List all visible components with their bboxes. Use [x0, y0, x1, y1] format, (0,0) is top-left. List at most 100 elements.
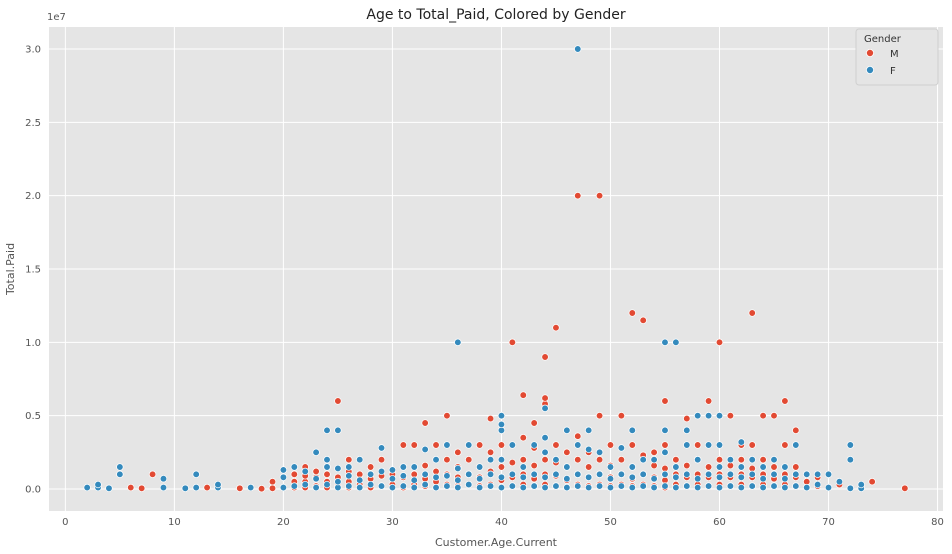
data-point-f — [421, 470, 429, 478]
data-point-m — [661, 441, 669, 449]
data-point-f — [356, 476, 364, 484]
data-point-f — [312, 475, 320, 483]
data-point-f — [813, 470, 822, 478]
data-point-m — [421, 461, 429, 470]
data-point-f — [552, 482, 560, 490]
x-axis-ticks: 0 10 20 30 40 50 60 70 80 — [62, 517, 944, 528]
data-point-f — [672, 483, 680, 492]
data-point-m — [312, 467, 320, 476]
x-tick-label: 30 — [386, 517, 399, 528]
data-point-m — [606, 441, 615, 449]
data-point-m — [737, 456, 745, 464]
y-axis-ticks: 0.0 0.5 1.0 1.5 2.0 2.5 3.0 — [25, 45, 41, 496]
data-point-f — [792, 482, 800, 490]
data-point-f — [595, 482, 604, 490]
data-point-m — [683, 461, 691, 470]
data-point-f — [465, 470, 473, 478]
data-point-m — [345, 456, 353, 464]
data-point-f — [279, 483, 288, 492]
data-point-m — [792, 463, 800, 471]
data-point-f — [563, 483, 571, 492]
data-point-f — [563, 475, 571, 483]
y-tick-label: 0.0 — [25, 485, 41, 496]
data-point-m — [574, 456, 582, 464]
data-point-f — [781, 463, 789, 471]
data-point-f — [508, 441, 517, 449]
data-point-f — [192, 483, 200, 492]
data-point-m — [715, 456, 724, 464]
data-point-f — [214, 480, 222, 489]
data-point-f — [824, 470, 833, 478]
data-point-f — [650, 475, 658, 483]
data-point-f — [345, 472, 353, 480]
data-point-f — [421, 445, 429, 454]
legend-label-f: F — [890, 66, 896, 77]
data-point-m — [268, 478, 277, 486]
data-point-m — [628, 441, 636, 449]
data-point-f — [345, 463, 353, 471]
data-point-m — [595, 412, 604, 420]
data-point-f — [846, 456, 854, 464]
data-point-f — [650, 483, 658, 492]
data-point-f — [454, 338, 462, 346]
data-point-f — [519, 483, 527, 492]
data-point-f — [617, 482, 626, 490]
x-tick-label: 80 — [931, 517, 944, 528]
data-point-f — [813, 480, 822, 489]
data-point-f — [541, 448, 549, 456]
data-point-f — [159, 483, 168, 492]
data-point-f — [595, 470, 604, 478]
data-point-m — [519, 391, 527, 399]
data-point-f — [748, 470, 756, 478]
y-tick-label: 3.0 — [25, 45, 41, 56]
data-point-f — [497, 473, 506, 481]
data-point-m — [748, 309, 756, 317]
data-point-f — [454, 476, 462, 484]
legend-label-m: M — [890, 49, 899, 60]
series-f — [83, 45, 865, 492]
data-point-f — [377, 444, 386, 452]
data-point-f — [574, 441, 582, 449]
data-point-m — [432, 441, 440, 449]
data-point-f — [541, 404, 549, 412]
data-point-f — [116, 463, 124, 471]
data-point-f — [497, 483, 506, 492]
data-point-f — [421, 480, 429, 489]
data-point-m — [541, 456, 549, 464]
data-point-f — [181, 484, 189, 492]
data-point-m — [748, 441, 756, 449]
data-point-f — [552, 470, 560, 478]
data-point-f — [704, 482, 713, 490]
data-point-m — [715, 338, 724, 346]
data-point-f — [835, 478, 844, 486]
data-point-m — [541, 353, 549, 361]
data-point-m — [366, 463, 375, 471]
data-point-f — [759, 475, 767, 483]
data-point-f — [585, 483, 593, 492]
data-point-f — [301, 467, 309, 476]
data-point-f — [530, 482, 538, 490]
y-tick-label: 2.0 — [25, 191, 41, 202]
data-point-f — [770, 456, 778, 464]
data-point-m — [399, 441, 407, 449]
data-point-f — [356, 456, 364, 464]
data-point-m — [236, 484, 244, 492]
data-point-f — [639, 482, 647, 490]
data-point-f — [399, 472, 407, 480]
data-point-f — [694, 483, 702, 492]
data-point-f — [574, 482, 582, 490]
data-point-f — [323, 480, 331, 489]
data-point-m — [497, 441, 506, 449]
data-point-f — [366, 470, 375, 478]
data-point-m — [650, 448, 658, 456]
data-point-m — [443, 456, 451, 464]
data-point-f — [606, 483, 615, 492]
data-point-f — [530, 470, 538, 478]
data-points — [83, 45, 909, 493]
legend-marker-m — [866, 49, 875, 58]
data-point-f — [824, 483, 833, 492]
data-point-f — [334, 464, 342, 473]
data-point-f — [552, 456, 560, 464]
y-tick-label: 0.5 — [25, 411, 41, 422]
chart-title: Age to Total_Paid, Colored by Gender — [366, 7, 625, 23]
